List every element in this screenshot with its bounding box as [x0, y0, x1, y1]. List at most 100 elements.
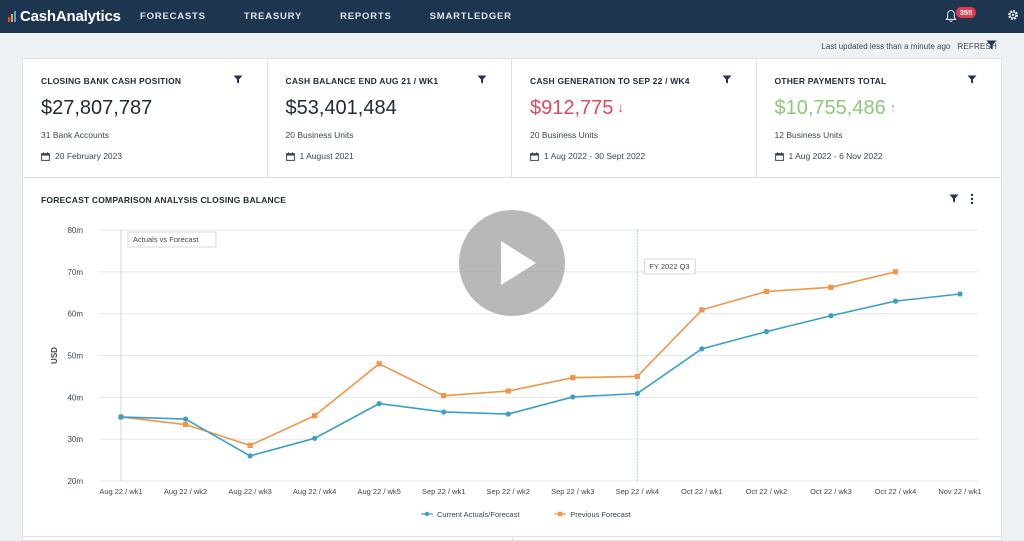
data-point	[699, 346, 705, 352]
card-title: CASH BALANCE END AUG 21 / WK1	[285, 76, 439, 86]
data-point	[182, 421, 189, 428]
x-tick-label: Nov 22 / wk1	[938, 487, 981, 496]
x-tick-label: Sep 22 / wk3	[551, 487, 594, 496]
y-tick-label: 60m	[67, 310, 83, 319]
global-filter-icon[interactable]	[986, 40, 997, 50]
filter-icon[interactable]	[233, 75, 243, 84]
card-value-text: $53,401,484	[285, 97, 397, 119]
data-point	[118, 414, 124, 420]
card-subtitle: 20 Business Units	[285, 130, 354, 140]
card-value: $27,807,787	[41, 97, 152, 120]
legend-label: Current Actuals/Forecast	[437, 510, 520, 519]
last-updated-text: Last updated less than a minute ago	[821, 41, 951, 51]
kpi-card-closing-bank-cash[interactable]: CLOSING BANK CASH POSITION $27,807,787 3…	[23, 59, 268, 178]
data-point	[570, 394, 576, 400]
card-value: $912,775 ↓	[530, 97, 624, 120]
play-icon	[501, 241, 536, 285]
refresh-button[interactable]: REFRESH	[957, 41, 997, 51]
nav-treasury[interactable]: TREASURY	[243, 11, 303, 22]
annotation-box	[643, 258, 696, 275]
card-date: 20 February 2023	[41, 151, 122, 161]
data-point	[441, 393, 447, 399]
legend-label: Previous Forecast	[570, 510, 631, 519]
video-play-button[interactable]	[459, 210, 565, 316]
x-tick-label: Oct 22 / wk4	[875, 487, 917, 496]
card-title: OTHER PAYMENTS TOTAL	[774, 76, 887, 86]
more-options-icon[interactable]	[970, 193, 974, 205]
x-tick-label: Oct 22 / wk3	[810, 487, 852, 496]
card-date-text: 1 Aug 2022 - 30 Sept 2022	[544, 151, 646, 161]
filter-icon[interactable]	[722, 75, 732, 84]
chart-filter-icon[interactable]	[949, 194, 959, 203]
data-point	[182, 416, 189, 422]
legend-marker	[558, 511, 563, 517]
data-point	[247, 442, 253, 449]
y-tick-label: 40m	[67, 393, 83, 402]
data-point	[892, 298, 899, 304]
data-point	[763, 288, 769, 295]
data-point	[957, 291, 963, 297]
gear-icon[interactable]	[1006, 8, 1020, 22]
logo-text: CashAnalytics	[20, 7, 121, 25]
data-point	[892, 269, 899, 275]
x-tick-label: Sep 22 / wk4	[616, 487, 659, 496]
x-tick-label: Sep 22 / wk2	[487, 487, 530, 496]
y-axis-title: USD	[50, 347, 59, 364]
card-title: CASH GENERATION TO SEP 22 / WK4	[530, 76, 690, 86]
card-subtitle: 20 Business Units	[530, 130, 599, 140]
card-date: 1 Aug 2022 - 6 Nov 2022	[774, 151, 883, 161]
filter-icon[interactable]	[967, 75, 977, 84]
data-point	[634, 390, 640, 397]
card-date-text: 1 August 2021	[299, 151, 354, 161]
filter-icon[interactable]	[477, 75, 487, 84]
card-value: $10,755,486 ↑	[775, 97, 897, 120]
x-tick-label: Aug 22 / wk5	[357, 487, 400, 496]
app-logo[interactable]: CashAnalytics	[8, 7, 121, 25]
data-point	[247, 453, 253, 459]
main-nav: FORECASTS TREASURY REPORTS SMARTLEDGER	[140, 0, 550, 33]
y-tick-label: 50m	[67, 352, 83, 361]
data-point	[570, 375, 576, 381]
top-nav-bar: CashAnalytics FORECASTS TREASURY REPORTS…	[0, 0, 1024, 33]
nav-smartledger[interactable]: SMARTLEDGER	[429, 11, 512, 22]
y-tick-label: 20m	[67, 477, 83, 486]
data-point	[634, 373, 640, 380]
data-point	[441, 409, 447, 415]
x-tick-label: Oct 22 / wk1	[681, 487, 723, 496]
data-point	[828, 284, 834, 290]
kpi-card-other-payments[interactable]: OTHER PAYMENTS TOTAL $10,755,486 ↑ 12 Bus…	[757, 59, 1002, 178]
card-value-text: $10,755,486	[774, 97, 886, 119]
data-point	[376, 361, 382, 367]
x-tick-label: Aug 22 / wk1	[99, 487, 142, 496]
x-tick-label: Aug 22 / wk4	[293, 487, 336, 496]
legend-marker	[424, 511, 430, 517]
last-updated-row: Last updated less than a minute ago REFR…	[821, 40, 997, 52]
annotation-label: Actuals vs Forecast	[133, 235, 199, 244]
calendar-icon	[774, 151, 784, 161]
kpi-card-cash-balance[interactable]: CASH BALANCE END AUG 21 / WK1 $53,401,48…	[268, 59, 512, 178]
nav-forecasts[interactable]: FORECASTS	[140, 11, 206, 22]
kpi-cards: CLOSING BANK CASH POSITION $27,807,787 3…	[23, 59, 1001, 178]
card-title: CLOSING BANK CASH POSITION	[41, 76, 182, 86]
y-tick-label: 80m	[67, 226, 83, 235]
data-point	[828, 313, 834, 319]
data-point	[505, 411, 511, 417]
card-subtitle: 31 Bank Accounts	[41, 130, 110, 140]
data-point	[505, 388, 511, 394]
data-point	[312, 435, 318, 441]
annotation-label: FY 2022 Q3	[649, 262, 689, 271]
card-value-text: $912,775	[530, 97, 614, 119]
kpi-card-cash-generation[interactable]: CASH GENERATION TO SEP 22 / WK4 $912,775…	[512, 59, 757, 178]
panel-bottom-column-divider	[512, 536, 513, 541]
x-tick-label: Aug 22 / wk3	[228, 487, 271, 496]
card-value: $53,401,484	[286, 97, 397, 120]
card-date: 1 August 2021	[285, 151, 354, 161]
forecast-line-chart: 20m 30m 40m 50m 60m 70m 80m USD Aug 22 / wk1 Aug …	[50, 226, 982, 519]
bell-icon[interactable]	[945, 9, 957, 23]
card-value-text: $27,807,787	[41, 97, 153, 119]
data-point	[763, 329, 769, 335]
card-date: 1 Aug 2022 - 30 Sept 2022	[530, 151, 645, 161]
chart-title: FORECAST COMPARISON ANALYSIS CLOSING BAL…	[41, 195, 287, 205]
y-tick-label: 70m	[67, 268, 83, 277]
nav-reports[interactable]: REPORTS	[340, 11, 392, 22]
